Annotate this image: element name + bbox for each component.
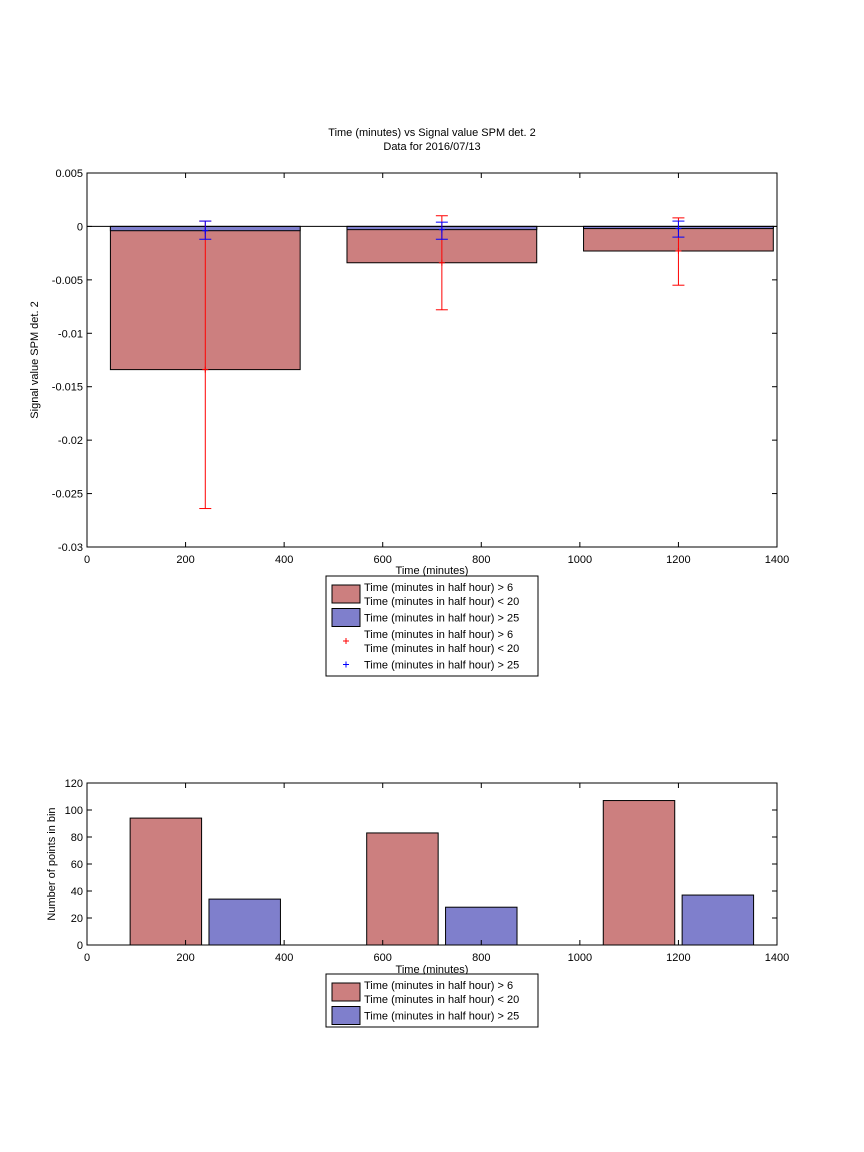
y-tick-label: -0.03 (58, 542, 83, 554)
y-tick-label: 120 (65, 778, 83, 790)
x-tick-label: 600 (374, 554, 392, 566)
bar-series-1 (602, 800, 676, 946)
chart-2-y-axis-label: Number of points in bin (46, 807, 58, 920)
chart-2-x-axis-label: Time (minutes) (396, 964, 469, 976)
legend-swatch (331, 1006, 361, 1025)
figure-subtitle: Data for 2016/07/13 (383, 141, 480, 153)
y-tick-label: -0.01 (58, 328, 83, 340)
legend-swatch (331, 982, 361, 1002)
legend-swatch (331, 584, 361, 604)
chart-1-x-ticks: 0 200 400 600 800 1000 1200 1400 (84, 173, 789, 566)
legend-label: Time (minutes in half hour) > 25 (364, 660, 519, 672)
chart-2-plot-area (86, 782, 778, 946)
legend-label: Time (minutes in half hour) > 6 (364, 980, 513, 992)
x-tick-label: 800 (472, 554, 490, 566)
x-tick-label: 1200 (666, 554, 690, 566)
x-tick-label: 0 (84, 952, 90, 964)
y-tick-label: 0 (77, 940, 83, 952)
x-tick-label: 200 (176, 554, 194, 566)
y-tick-label: -0.005 (52, 275, 83, 287)
x-tick-label: 0 (84, 554, 90, 566)
x-tick-label: 200 (176, 952, 194, 964)
chart-2-legend: Time (minutes in half hour) > 6 Time (min… (325, 973, 539, 1028)
bar-series-2 (681, 894, 755, 946)
legend-label: Time (minutes in half hour) > 6 (364, 629, 513, 641)
legend-label: Time (minutes in half hour) < 20 (364, 596, 519, 608)
chart-1-signal: 0 200 400 600 800 1000 1200 1400 0.005 0 -0.005 -0… (29, 168, 789, 677)
chart-1-legend: Time (minutes in half hour) > 6 Time (min… (325, 575, 539, 677)
legend-box (325, 973, 539, 1028)
legend-label: Time (minutes in half hour) > 6 (364, 582, 513, 594)
y-tick-label: 0.005 (55, 168, 83, 180)
legend-label: Time (minutes in half hour) < 20 (364, 994, 519, 1006)
bar-series-2 (445, 906, 518, 946)
figure-title: Time (minutes) vs Signal value SPM det. … (328, 127, 535, 139)
chart-2-counts: 0 200 400 600 800 1000 1200 1400 0 20 40 60 80 100 12… (46, 778, 789, 1028)
x-tick-label: 400 (275, 952, 293, 964)
chart-2-y-ticks: 0 20 40 60 80 100 120 (65, 778, 777, 952)
chart-1-x-axis-label: Time (minutes) (396, 565, 469, 577)
axes-frame (86, 172, 778, 548)
x-tick-label: 1400 (765, 952, 789, 964)
y-tick-label: 20 (71, 913, 83, 925)
legend-swatch (331, 608, 361, 627)
x-tick-label: 1200 (666, 952, 690, 964)
legend-box (325, 575, 539, 677)
y-tick-label: -0.02 (58, 435, 83, 447)
bar-series-1 (129, 817, 203, 946)
y-tick-label: 60 (71, 859, 83, 871)
y-tick-label: -0.025 (52, 489, 83, 501)
y-tick-label: 80 (71, 832, 83, 844)
y-tick-label: 40 (71, 886, 83, 898)
x-tick-label: 1400 (765, 554, 789, 566)
y-tick-label: 0 (77, 221, 83, 233)
legend-label: Time (minutes in half hour) > 25 (364, 613, 519, 625)
x-tick-label: 1000 (568, 554, 592, 566)
x-tick-label: 400 (275, 554, 293, 566)
x-tick-label: 1000 (568, 952, 592, 964)
bar-series-2 (208, 898, 281, 946)
y-tick-label: 100 (65, 805, 83, 817)
legend-label: Time (minutes in half hour) < 20 (364, 643, 519, 655)
x-tick-label: 800 (472, 952, 490, 964)
chart-1-plot-area (86, 172, 778, 548)
x-tick-label: 600 (374, 952, 392, 964)
chart-1-y-axis-label: Signal value SPM det. 2 (29, 301, 41, 418)
y-tick-label: -0.015 (52, 382, 83, 394)
bar-series-1 (366, 832, 439, 946)
chart-1-y-ticks: 0.005 0 -0.005 -0.01 -0.015 -0.02 -0.025 -0.03 (52, 168, 777, 554)
chart-2-x-ticks: 0 200 400 600 800 1000 1200 1400 (84, 783, 789, 964)
legend-label: Time (minutes in half hour) > 25 (364, 1011, 519, 1023)
